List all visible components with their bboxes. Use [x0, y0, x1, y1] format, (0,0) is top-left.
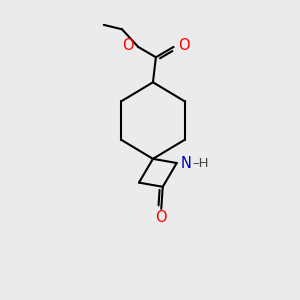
- Text: –H: –H: [193, 157, 209, 169]
- Text: O: O: [155, 210, 167, 225]
- Text: N: N: [180, 155, 191, 170]
- Text: O: O: [122, 38, 134, 53]
- Text: O: O: [178, 38, 189, 53]
